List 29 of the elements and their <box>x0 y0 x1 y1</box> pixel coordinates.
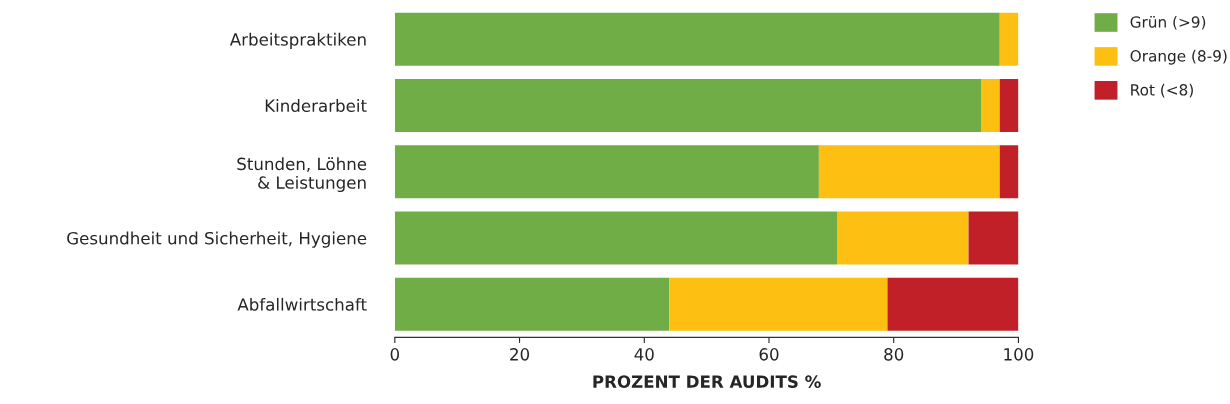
x-tick-label: 20 <box>510 348 530 361</box>
legend-label: Orange (8-9) <box>1130 49 1227 65</box>
bar <box>818 145 1000 199</box>
bar <box>999 78 1019 132</box>
y-tick-label: Kinderarbeit <box>265 99 367 113</box>
y-tick-label: Stunden, Löhne & Leistungen <box>237 157 367 193</box>
bar <box>981 78 1000 132</box>
y-tick-label: Abfallwirtschaft <box>237 297 367 311</box>
x-tick-label: 0 <box>390 348 400 361</box>
x-tick-label: 80 <box>884 348 904 361</box>
x-axis-title: PROZENT DER AUDITS % <box>593 375 821 388</box>
bar <box>968 211 1019 265</box>
bar <box>999 12 1019 66</box>
bar <box>837 211 969 265</box>
y-tick-label: Gesundheit und Sicherheit, Hygiene <box>67 231 367 248</box>
bar <box>887 277 1019 331</box>
legend-label: Grün (>9) <box>1130 15 1206 30</box>
legend-label: Rot (<8) <box>1131 83 1193 98</box>
bar <box>394 277 670 331</box>
x-tick-label: 40 <box>634 348 654 361</box>
bar <box>394 145 819 199</box>
bar <box>394 211 838 265</box>
x-tick-label: 60 <box>759 348 779 361</box>
bar <box>999 145 1019 199</box>
bar <box>394 12 1000 66</box>
bar <box>669 277 888 331</box>
x-tick-label: 100 <box>1004 348 1034 361</box>
bar <box>394 78 982 132</box>
y-tick-label: Arbeitspraktiken <box>229 32 366 49</box>
